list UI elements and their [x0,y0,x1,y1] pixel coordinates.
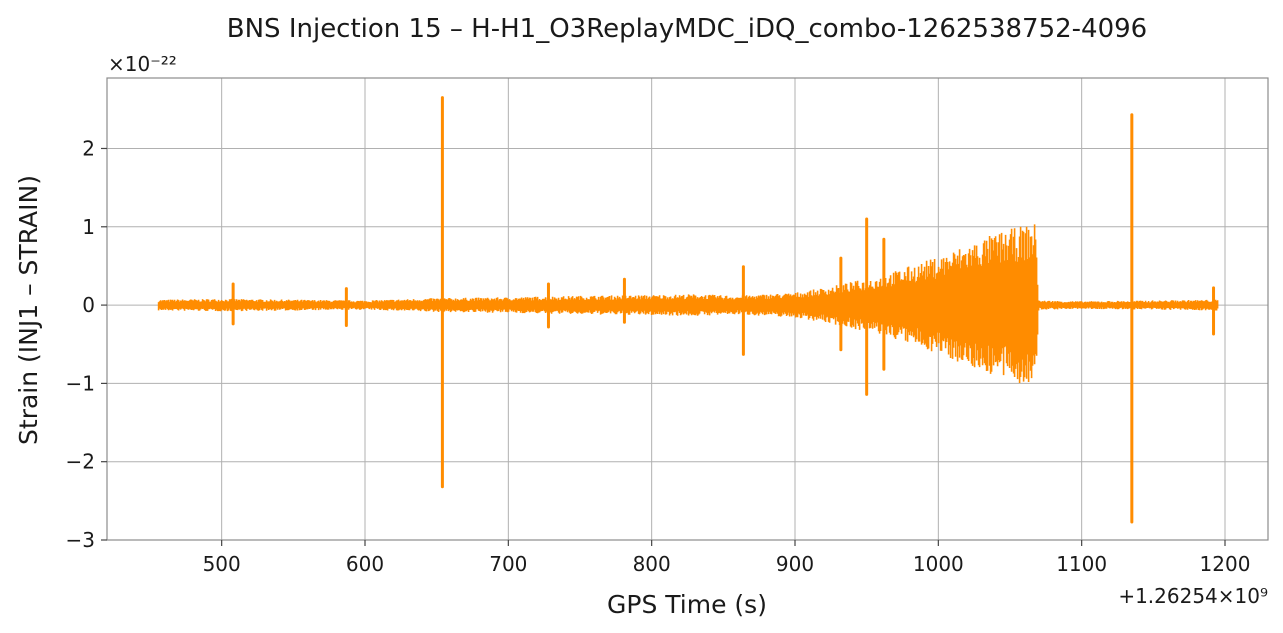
x-tick-label: 1200 [1200,552,1251,576]
strain-trace [157,224,1219,383]
y-tick-label: 0 [82,293,95,317]
y-tick-label: −3 [66,528,95,552]
x-tick-label: 500 [203,552,241,576]
x-tick-label: 1100 [1056,552,1107,576]
chart-title: BNS Injection 15 – H-H1_O3ReplayMDC_iDQ_… [227,14,1147,44]
y-tick-label: −2 [66,450,95,474]
plot-frame [106,77,1269,541]
x-tick-label: 800 [633,552,671,576]
series-strain [157,96,1219,524]
y-tick-label: 1 [82,215,95,239]
y-tick-label: −1 [66,371,95,395]
x-axis-label: GPS Time (s) [607,590,767,619]
axis-ticks: 500 600 700 800 900 1000 1100 1200 −3 −2 −1 0 1 2 [66,136,1251,576]
x-tick-label: 600 [346,552,384,576]
y-tick-label: 2 [82,136,95,160]
x-tick-label: 700 [489,552,527,576]
y-axis-label: Strain (INJ1 – STRAIN) [14,175,43,445]
x-offset-label: +1.26254×10⁹ [1118,584,1268,608]
x-tick-label: 900 [776,552,814,576]
x-tick-label: 1000 [913,552,964,576]
y-scale-label: ×10⁻²² [108,52,177,76]
